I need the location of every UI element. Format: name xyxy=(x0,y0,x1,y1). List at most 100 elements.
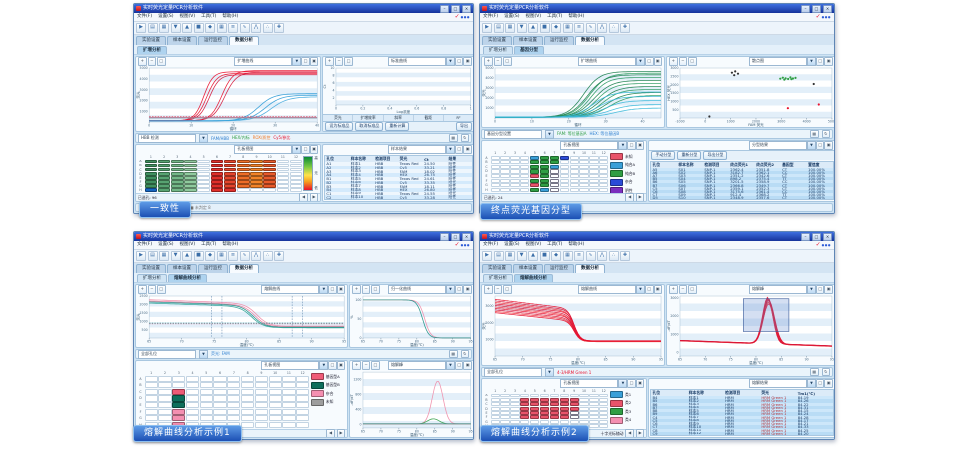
export-icon[interactable]: ▲ xyxy=(528,23,538,33)
close-button[interactable]: × xyxy=(823,4,832,13)
copy-panel-icon[interactable]: ▣ xyxy=(824,57,833,66)
well-C5[interactable] xyxy=(530,402,540,407)
well-F5[interactable] xyxy=(197,180,210,184)
well-D3[interactable] xyxy=(510,406,520,411)
scatter-chart-icon[interactable]: ∴ xyxy=(608,251,619,261)
well-A7[interactable] xyxy=(549,155,560,160)
well-D6[interactable] xyxy=(210,171,224,176)
dropdown-arrow-icon[interactable]: ▼ xyxy=(636,57,646,66)
well-D8[interactable] xyxy=(236,171,250,176)
well-E9[interactable] xyxy=(569,174,579,179)
table-row[interactable]: B2 样本6 HBB Cy5 33.35 阳性 xyxy=(325,180,472,185)
dropdown-arrow-icon[interactable]: ▼ xyxy=(636,285,646,294)
well-D6[interactable] xyxy=(539,169,550,174)
std-curve-button[interactable]: 重新计算 xyxy=(385,122,410,131)
well-A7[interactable] xyxy=(223,159,237,164)
well-B3[interactable] xyxy=(510,160,520,165)
menu-item-1[interactable]: 设置(S) xyxy=(158,242,174,247)
well-H7[interactable] xyxy=(549,187,560,192)
dropdown-arrow-icon[interactable]: ▼ xyxy=(618,141,628,150)
menu-item-2[interactable]: 视图(V) xyxy=(525,242,542,247)
well-E4[interactable] xyxy=(520,174,530,179)
well-B2[interactable] xyxy=(157,163,171,168)
well-B1[interactable] xyxy=(144,382,158,389)
well-B4[interactable] xyxy=(520,397,530,402)
zoom-out-icon[interactable]: − xyxy=(147,57,156,66)
well-A8[interactable] xyxy=(241,375,255,382)
well-G11[interactable] xyxy=(589,183,599,188)
menu-item-1[interactable]: 设置(S) xyxy=(158,14,174,19)
minimize-button[interactable]: – xyxy=(801,4,810,13)
well-G6[interactable] xyxy=(210,184,224,188)
well-G4[interactable] xyxy=(185,415,200,422)
well-A10[interactable] xyxy=(579,393,589,398)
well-C2[interactable] xyxy=(158,388,172,395)
zoom-in-icon[interactable]: + xyxy=(138,57,147,66)
well-E2[interactable] xyxy=(500,174,510,179)
well-D10[interactable] xyxy=(268,395,282,402)
well-E12[interactable] xyxy=(599,411,609,415)
copy-panel-icon[interactable]: ▣ xyxy=(463,145,472,154)
open-file-icon[interactable]: ▤ xyxy=(493,251,504,261)
table-row[interactable]: B5 S04 SNP-1 898.2 2375.4 TT 100.00% xyxy=(651,177,833,181)
well-G8[interactable] xyxy=(559,183,569,188)
well-D4[interactable] xyxy=(520,169,530,174)
well-G2[interactable] xyxy=(500,419,510,424)
well-D6[interactable] xyxy=(539,406,550,411)
well-G8[interactable] xyxy=(236,184,250,188)
well-F10[interactable] xyxy=(579,415,589,420)
well-F9[interactable] xyxy=(569,178,579,183)
reset-view-icon[interactable]: □ xyxy=(371,361,380,370)
well-G8[interactable] xyxy=(559,419,569,424)
table-row[interactable]: B6 S05 SNP-1 3201.5 2358.9 CC 100.00% xyxy=(651,180,833,184)
well-A4[interactable] xyxy=(184,159,197,164)
well-A9[interactable] xyxy=(569,393,579,398)
menu-item-2[interactable]: 视图(V) xyxy=(179,14,196,19)
well-H4[interactable] xyxy=(184,188,197,192)
plate-setup-icon[interactable]: ▦ xyxy=(562,23,573,33)
melt-chart-icon[interactable]: ⋀ xyxy=(597,251,607,261)
well-C4[interactable] xyxy=(184,167,197,172)
table-row[interactable]: C4 样本7 HRM HRM Green 1 84.28 xyxy=(651,415,833,419)
well-D12[interactable] xyxy=(599,169,609,174)
new-experiment-icon[interactable]: ▶ xyxy=(136,23,146,33)
table-row[interactable]: A3 样本3 HBB FAM 18.02 阳性 xyxy=(325,169,472,174)
well-A7[interactable] xyxy=(549,393,560,398)
menu-item-4[interactable]: 帮助(H) xyxy=(568,14,585,19)
well-E11[interactable] xyxy=(276,176,290,180)
well-D9[interactable] xyxy=(254,395,268,402)
well-H12[interactable] xyxy=(599,187,609,192)
melt-chart-icon[interactable]: ⋀ xyxy=(597,23,607,33)
well-F6[interactable] xyxy=(213,408,227,415)
print-icon[interactable]: ■ xyxy=(193,251,204,261)
well-F9[interactable] xyxy=(254,408,268,415)
reset-view-icon[interactable]: □ xyxy=(371,285,380,294)
well-D1[interactable] xyxy=(490,169,500,174)
amplification-chart-icon[interactable]: ∿ xyxy=(239,23,250,33)
well-F2[interactable] xyxy=(158,408,172,415)
well-F3[interactable] xyxy=(172,408,186,415)
zoom-out-icon[interactable]: − xyxy=(334,57,344,66)
melt-curve-chart[interactable]: 65 70 75 80 85 90 95 1000 2000 3000 温度(℃) 荧光 xyxy=(482,294,664,365)
well-B7[interactable] xyxy=(549,160,560,165)
well-B4[interactable] xyxy=(520,160,530,165)
well-C8[interactable] xyxy=(559,164,569,169)
well-G3[interactable] xyxy=(172,415,186,422)
well-G1[interactable] xyxy=(490,419,500,424)
well-A2[interactable] xyxy=(158,375,172,382)
well-D8[interactable] xyxy=(559,406,569,411)
well-A1[interactable] xyxy=(490,155,500,160)
well-E10[interactable] xyxy=(579,174,589,179)
table-row[interactable]: B5 样本2 HRM HRM Green 1 84.26 xyxy=(651,399,833,403)
well-B9[interactable] xyxy=(250,163,263,168)
well-D7[interactable] xyxy=(549,406,560,411)
well-E7[interactable] xyxy=(227,402,241,409)
well-E10[interactable] xyxy=(268,402,282,409)
well-B11[interactable] xyxy=(282,382,296,389)
well-H11[interactable] xyxy=(282,421,296,428)
well-C1[interactable] xyxy=(144,167,158,172)
table-row[interactable]: D5 S10 SNP-1 2348.9 2357.6 CT 100.00% xyxy=(651,195,833,199)
well-F1[interactable] xyxy=(144,408,158,415)
subtab-0[interactable]: 扩增分析 xyxy=(483,274,513,282)
well-H7[interactable] xyxy=(223,188,237,192)
